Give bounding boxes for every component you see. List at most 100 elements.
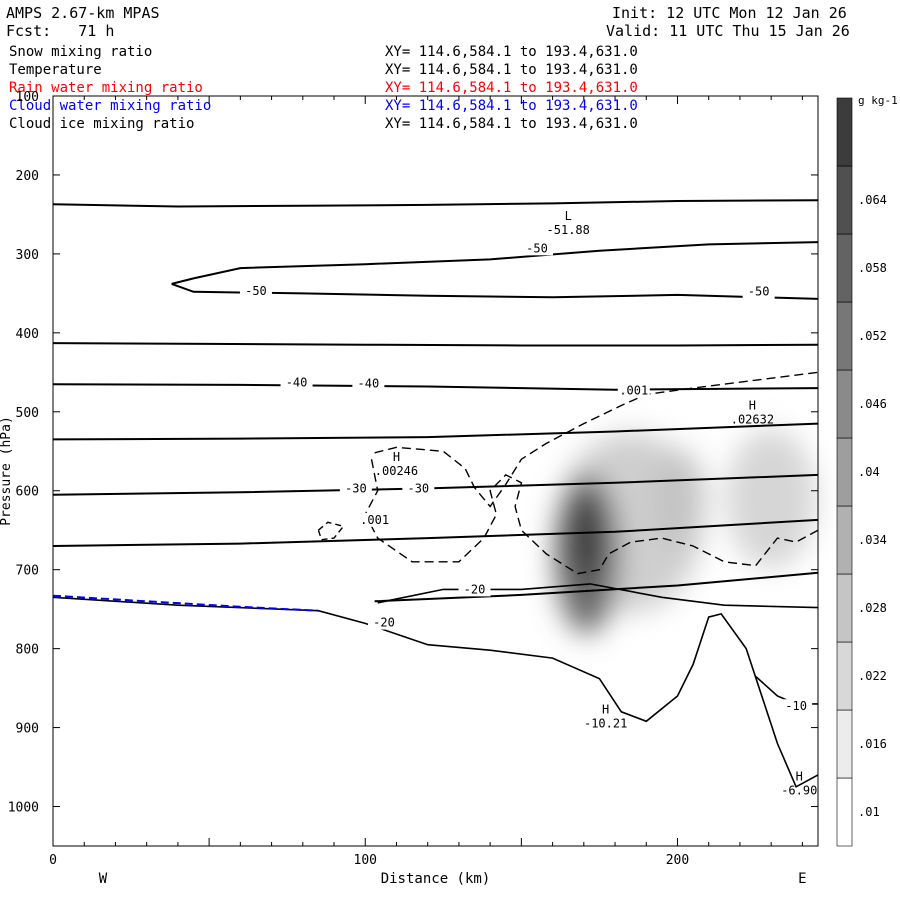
contour-label-bg xyxy=(339,481,372,496)
terrain-contour xyxy=(52,596,819,788)
contour-label: -50 xyxy=(245,284,267,298)
side-label-west: W xyxy=(99,871,108,887)
colorbar-segment xyxy=(836,641,853,711)
high-marker: H xyxy=(393,450,400,464)
y-tick-label: 400 xyxy=(16,327,39,342)
high-marker: H xyxy=(749,399,756,413)
x-tick-label: 200 xyxy=(666,853,689,868)
colorbar-segment xyxy=(836,709,853,779)
y-tick-label: 1000 xyxy=(8,801,39,816)
y-tick-label: 500 xyxy=(16,406,39,421)
field-name-temperature: Temperature xyxy=(9,62,102,78)
low-marker: L xyxy=(565,209,572,223)
temperature-contour-lower xyxy=(377,583,819,609)
cloud-ice-contour-small xyxy=(317,521,345,541)
colorbar-segment xyxy=(836,165,853,235)
colorbar-tick-label: .022 xyxy=(858,669,887,683)
model-title: AMPS 2.67-km MPAS xyxy=(6,4,160,22)
colorbar-tick-label: .016 xyxy=(858,737,887,751)
plot-frame xyxy=(52,95,819,847)
high-marker: H xyxy=(602,703,609,717)
contour-label-bg xyxy=(520,241,553,256)
contour-label-bg xyxy=(780,699,813,714)
colorbar-tick-label: .058 xyxy=(858,261,887,275)
x-axis-title: Distance (km) xyxy=(381,871,491,887)
temperature-contour xyxy=(52,422,819,441)
colorbar-segment xyxy=(836,437,853,507)
field-xy-cloud-ice: XY= 114.6,584.1 to 193.4,631.0 xyxy=(385,116,638,132)
contour-label-bg xyxy=(617,383,650,398)
temperature-contour xyxy=(171,282,819,300)
contour-label: -30 xyxy=(345,481,367,495)
y-tick-label: 900 xyxy=(16,722,39,737)
field-xy-cloud-water: XY= 114.6,584.1 to 193.4,631.0 xyxy=(385,98,638,114)
contour-label-bg xyxy=(742,284,775,299)
temperature-contour xyxy=(374,571,819,603)
colorbar-segment xyxy=(836,369,853,439)
snow-shade-east xyxy=(726,428,817,569)
contour-label-bg xyxy=(458,582,491,597)
extremum-value: -51.88 xyxy=(547,223,590,237)
colorbar-tick-label: .052 xyxy=(858,329,887,343)
colorbar-segment xyxy=(836,301,853,371)
contour-label: -40 xyxy=(358,376,380,390)
contour-label: .001 xyxy=(360,513,389,527)
colorbar-tick-label: .046 xyxy=(858,397,887,411)
extremum-value: -6.90 xyxy=(781,784,817,798)
contour-label: -20 xyxy=(373,616,395,630)
colorbar-tick-label: .028 xyxy=(858,601,887,615)
x-tick-label: 100 xyxy=(354,853,377,868)
contour-label: -50 xyxy=(748,285,770,299)
contour-label-bg xyxy=(352,376,385,391)
contour-label-bg xyxy=(358,512,391,527)
snow-shade-max xyxy=(568,493,605,584)
cloud-ice-contour xyxy=(374,371,819,508)
colorbar-unit-label: g kg-1 xyxy=(858,94,898,107)
temperature-contour xyxy=(52,518,819,547)
extremum-value: .02632 xyxy=(731,413,774,427)
extremum-value: -10.21 xyxy=(584,717,627,731)
contour-label-bg xyxy=(402,481,435,496)
y-tick-label: 800 xyxy=(16,643,39,658)
field-xy-temperature: XY= 114.6,584.1 to 193.4,631.0 xyxy=(385,62,638,78)
temperature-contour-hook xyxy=(171,277,194,285)
snow-shading xyxy=(554,428,817,634)
colorbar-segment xyxy=(836,777,853,847)
y-tick-label: 200 xyxy=(16,169,39,184)
field-name-snow: Snow mixing ratio xyxy=(9,44,153,60)
snow-shade-mid xyxy=(649,448,706,549)
contour-label: -30 xyxy=(407,481,429,495)
temperature-contour xyxy=(52,199,819,208)
colorbar-segment xyxy=(836,573,853,643)
temperature-contour xyxy=(193,241,819,280)
contour-label-bg xyxy=(239,283,272,298)
contour-label: -20 xyxy=(464,582,486,596)
init-time: Init: 12 UTC Mon 12 Jan 26 xyxy=(612,4,847,22)
x-tick-label: 0 xyxy=(49,853,57,868)
field-xy-rain: XY= 114.6,584.1 to 193.4,631.0 xyxy=(385,80,638,96)
temperature-contour xyxy=(52,342,819,347)
colorbar-tick-label: .04 xyxy=(858,465,880,479)
high-marker: H xyxy=(796,770,803,784)
field-name-cloud-water: Cloud water mixing ratio xyxy=(9,98,212,114)
temperature-contour xyxy=(52,383,819,391)
contour-label: -10 xyxy=(785,699,807,713)
colorbar-segment xyxy=(836,505,853,575)
forecast-hour: Fcst: 71 h xyxy=(6,22,115,40)
colorbar-segment xyxy=(836,97,853,167)
side-label-east: E xyxy=(798,871,806,887)
contour-label-bg xyxy=(280,375,313,390)
y-tick-label: 100 xyxy=(16,90,39,105)
y-tick-label: 300 xyxy=(16,248,39,263)
contour-label: -50 xyxy=(526,241,548,255)
contour-label: .001 xyxy=(619,383,648,397)
colorbar-segment xyxy=(836,233,853,303)
y-axis-title: Pressure (hPa) xyxy=(0,416,14,526)
contour-label-bg xyxy=(367,615,400,630)
field-xy-snow: XY= 114.6,584.1 to 193.4,631.0 xyxy=(385,44,638,60)
y-tick-label: 600 xyxy=(16,485,39,500)
field-name-cloud-ice: Cloud ice mixing ratio xyxy=(9,116,195,132)
cloud-ice-contour-lower xyxy=(364,459,819,575)
y-tick-label: 700 xyxy=(16,564,39,579)
